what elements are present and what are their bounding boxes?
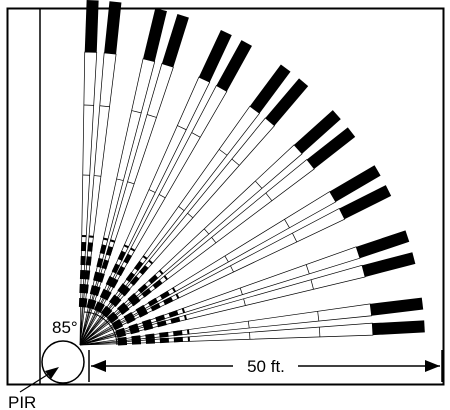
beam-wedge [79, 117, 275, 346]
pir-pointer-arrowhead [45, 367, 59, 379]
beam-near-segment [106, 269, 164, 322]
beam-tip-block [356, 230, 410, 259]
detection-beams [78, 0, 425, 346]
beam-tick [230, 265, 234, 273]
beam-tick [127, 181, 135, 185]
beam-tip-block [84, 0, 99, 53]
diagram-frame [6, 7, 445, 386]
beam-tick [146, 114, 157, 118]
beam-tick [292, 232, 298, 243]
beam-tick [243, 298, 246, 306]
beam-tick [265, 192, 273, 201]
beam-near-segment [117, 336, 190, 346]
beam-tick [177, 125, 187, 131]
beam-near-segment [117, 329, 190, 343]
beam-near-segment [86, 237, 109, 309]
beam-wedge [79, 52, 117, 346]
beam-tick [99, 105, 110, 108]
beam-tick [218, 149, 228, 156]
beam-tip-block [339, 185, 392, 220]
beam-near-segment [108, 275, 169, 324]
beam-tick [231, 158, 240, 166]
beam-tip-block [161, 13, 189, 68]
beam-near-segment [102, 259, 154, 318]
dimension-arrowhead-left [91, 360, 106, 372]
beam-near-segment [100, 255, 148, 316]
distance-dimension [88, 350, 443, 382]
beam-near-segment [111, 287, 177, 328]
beam-tick [284, 219, 290, 228]
beam-tick [255, 180, 263, 189]
beam-tick [116, 178, 124, 181]
beam-tip-block [306, 127, 356, 169]
beam-near-segment [115, 307, 186, 336]
beam-tick [191, 132, 201, 138]
beam-near-segment [88, 239, 116, 310]
beam-tick [178, 206, 185, 211]
dimension-arrowhead-right [425, 360, 440, 372]
beam-near-segment [116, 314, 188, 338]
distance-label: 50 ft. [247, 357, 285, 376]
beam-tick [239, 287, 243, 295]
pir-sensor-icon [41, 340, 85, 384]
beam-tick [158, 194, 166, 199]
beam-tick [131, 110, 142, 114]
beam-tip-block [104, 1, 122, 55]
beam-near-segment [112, 293, 180, 331]
beam-tip-block [265, 78, 309, 126]
beam-tick [305, 264, 310, 275]
beam-tick [224, 255, 229, 263]
beam-tick [317, 311, 320, 322]
beam-near-segment [96, 247, 136, 313]
beam-tick [248, 321, 250, 329]
angle-arc [83, 311, 118, 346]
beam-tick [310, 279, 314, 290]
beam-near-segment [78, 234, 87, 308]
beam-tip-block [216, 40, 252, 92]
pir-label: PIR [8, 393, 36, 410]
beam-near-segment [81, 235, 94, 308]
beam-wedge [79, 322, 374, 346]
beam-wedge [79, 158, 315, 346]
beam-wedge [79, 191, 337, 346]
beam-tick [211, 237, 217, 244]
beam-tick [203, 228, 210, 235]
beam-tip-block [370, 297, 424, 316]
beam-tick [319, 327, 321, 337]
beam-tip-block [143, 8, 167, 62]
beam-tip-block [198, 30, 232, 83]
beam-tick [148, 189, 156, 193]
beam-tip-block [294, 110, 341, 154]
beam-tip-block [362, 252, 416, 277]
angle-label: 85° [52, 318, 78, 337]
beam-tip-block [329, 165, 381, 202]
beam-tip-block [372, 320, 425, 336]
beam-tip-block [249, 64, 291, 114]
beam-tick [93, 175, 101, 177]
beam-tick [187, 213, 194, 219]
beam-near-segment [93, 244, 129, 312]
